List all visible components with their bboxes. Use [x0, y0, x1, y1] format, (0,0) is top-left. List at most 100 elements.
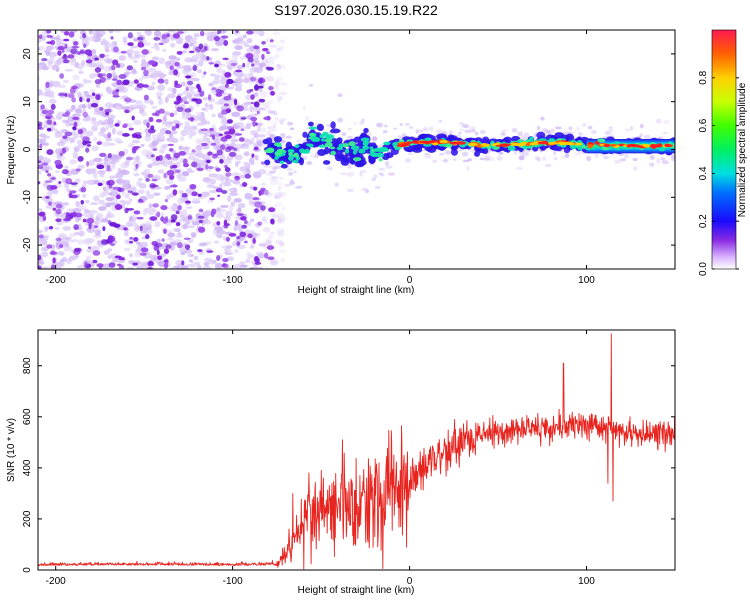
noise-point — [62, 226, 72, 231]
signal-core — [342, 143, 349, 148]
noise-point — [38, 124, 42, 130]
noise-point — [108, 142, 116, 146]
signal-halo — [520, 135, 526, 139]
noise-point — [93, 225, 99, 228]
noise-point — [187, 215, 193, 220]
noise-point — [38, 234, 44, 239]
noise-point — [151, 133, 158, 141]
noise-point — [106, 164, 111, 172]
noise-point — [226, 245, 233, 249]
noise-point — [108, 235, 116, 243]
noise-point — [196, 122, 203, 127]
noise-point — [211, 90, 217, 95]
noise-point — [128, 240, 134, 244]
signal-halo — [515, 166, 523, 170]
noise-point — [192, 65, 198, 72]
noise-point — [122, 179, 131, 185]
noise-point — [133, 172, 140, 177]
noise-point — [271, 214, 280, 219]
noise-point — [91, 92, 96, 97]
noise-point — [158, 154, 163, 162]
noise-point — [103, 250, 110, 256]
noise-point — [148, 193, 156, 197]
noise-point — [263, 105, 272, 112]
noise-point — [206, 120, 210, 125]
noise-point — [228, 151, 237, 157]
signal-halo — [263, 190, 270, 196]
signal-halo — [340, 172, 348, 176]
noise-point — [163, 248, 170, 254]
noise-point — [191, 98, 199, 102]
signal-halo — [438, 119, 443, 123]
signal-core — [311, 137, 318, 142]
noise-point — [138, 77, 144, 82]
noise-point — [127, 42, 134, 47]
signal-halo — [503, 128, 509, 132]
noise-point — [162, 115, 167, 122]
noise-point — [169, 165, 174, 170]
signal-core — [597, 138, 606, 143]
noise-point — [221, 263, 229, 269]
signal-peak — [548, 141, 556, 145]
signal-halo — [471, 128, 476, 133]
noise-point — [82, 111, 89, 118]
noise-point — [125, 156, 134, 161]
noise-point — [198, 43, 204, 50]
noise-point — [49, 251, 58, 255]
signal-band — [307, 121, 314, 127]
noise-point — [101, 141, 111, 147]
noise-point — [162, 163, 169, 167]
noise-point — [184, 108, 192, 113]
noise-point — [140, 66, 147, 71]
noise-point — [197, 193, 202, 197]
noise-point — [92, 32, 102, 40]
noise-point — [57, 50, 62, 56]
noise-point — [183, 43, 190, 49]
noise-point — [249, 76, 257, 82]
noise-point — [213, 78, 221, 85]
noise-point — [249, 105, 255, 113]
noise-point — [174, 169, 181, 174]
noise-point — [76, 139, 84, 145]
noise-point — [183, 101, 189, 105]
noise-point — [167, 237, 174, 241]
noise-point — [148, 203, 153, 209]
noise-point — [157, 169, 165, 174]
noise-point — [127, 183, 132, 189]
noise-point — [111, 192, 117, 199]
noise-point — [206, 137, 211, 143]
signal-halo — [578, 132, 583, 136]
noise-point — [279, 242, 285, 248]
noise-point — [135, 54, 140, 59]
noise-point — [206, 159, 211, 164]
noise-point — [196, 114, 201, 122]
noise-point — [101, 121, 106, 126]
signal-band — [412, 144, 423, 151]
noise-point — [105, 111, 110, 116]
signal-halo — [428, 126, 434, 131]
noise-point — [279, 248, 286, 254]
y-tick-label: 800 — [22, 357, 33, 374]
noise-point — [250, 130, 258, 136]
noise-point — [185, 220, 191, 225]
noise-point — [115, 178, 124, 184]
noise-point — [175, 210, 180, 215]
noise-point — [143, 99, 150, 104]
signal-halo — [550, 128, 555, 133]
noise-point — [208, 189, 218, 194]
noise-point — [68, 93, 75, 99]
signal-core — [291, 160, 299, 163]
signal-peak — [664, 143, 671, 147]
noise-point — [185, 112, 192, 116]
noise-point — [281, 206, 286, 211]
signal-halo — [399, 122, 403, 127]
noise-point — [230, 201, 236, 207]
signal-band — [317, 148, 327, 157]
noise-point — [67, 54, 75, 59]
noise-point — [153, 174, 161, 180]
signal-core — [369, 146, 374, 150]
noise-point — [38, 181, 41, 185]
noise-point — [158, 57, 166, 65]
noise-point — [128, 143, 135, 148]
